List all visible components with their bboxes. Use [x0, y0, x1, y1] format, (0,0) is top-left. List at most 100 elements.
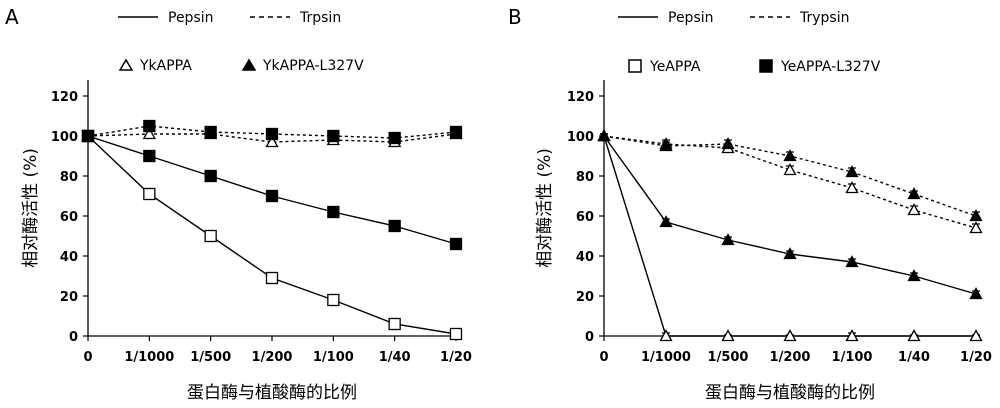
- legend-a-line-label-2: Trpsin: [299, 10, 341, 26]
- data-point: [721, 329, 735, 342]
- legend-b-line-label-2: Trypsin: [799, 10, 849, 26]
- panel-a-series: [81, 119, 463, 341]
- y-tick-label: 0: [69, 330, 78, 345]
- data-point: [969, 287, 983, 300]
- data-point: [721, 233, 735, 246]
- y-tick-label: 40: [60, 250, 78, 265]
- panel-a-letter: A: [5, 5, 19, 29]
- x-tick-label: 1/200: [252, 350, 293, 365]
- data-point: [143, 187, 156, 201]
- x-tick-label: 1/20: [960, 350, 992, 365]
- y-tick-label: 120: [567, 90, 594, 105]
- data-point: [969, 209, 983, 222]
- panel-a-x-ticks: 0 1/1000 1/500 1/200 1/100 1/40 1/20: [83, 336, 472, 365]
- panel-b-y-ticks: 0 20 40 60 80 100 120: [567, 90, 604, 345]
- data-point: [204, 229, 217, 243]
- x-tick-label: 0: [599, 350, 608, 365]
- y-tick-label: 0: [585, 330, 594, 345]
- x-tick-label: 1/200: [770, 350, 811, 365]
- data-point: [204, 125, 217, 139]
- x-tick-label: 1/1000: [124, 350, 174, 365]
- panel-a-y-axis-title: 相对酶活性 (%): [21, 148, 41, 268]
- data-point: [783, 329, 797, 342]
- data-point: [143, 149, 156, 163]
- data-point: [659, 215, 673, 228]
- data-point: [388, 131, 401, 145]
- data-point: [907, 269, 921, 282]
- y-tick-label: 80: [60, 170, 78, 185]
- y-tick-label: 100: [51, 130, 78, 145]
- series-trypsin-yeappa-l327v: [597, 129, 983, 222]
- legend-b-open-square-icon: [628, 59, 642, 73]
- legend-a-open-triangle-icon: [118, 58, 134, 71]
- legend-a-line-label-1: Pepsin: [168, 10, 214, 26]
- panel-a: A Pepsin Trpsin YkAPPA YkAPPA-L327V 0 20 4…: [5, 5, 472, 403]
- panel-b-x-axis-title: 蛋白酶与植酸酶的比例: [705, 383, 875, 403]
- data-point: [449, 327, 463, 341]
- x-tick-label: 1/20: [440, 350, 472, 365]
- data-point: [907, 187, 921, 200]
- legend-b-marker-label-1: YeAPPA: [649, 59, 701, 75]
- data-point: [265, 127, 279, 141]
- legend-b-filled-square-icon: [759, 59, 773, 73]
- series-line: [87, 135, 457, 335]
- y-tick-label: 60: [60, 210, 78, 225]
- data-point: [969, 221, 983, 234]
- panel-b-y-axis-title: 相对酶活性 (%): [535, 148, 555, 268]
- panel-b-legend: Pepsin Trypsin YeAPPA YeAPPA-L327V: [618, 10, 881, 75]
- panel-b: B Pepsin Trypsin YeAPPA YeAPPA-L327V 0 20…: [508, 5, 992, 403]
- data-point: [783, 247, 797, 260]
- x-tick-label: 1/100: [313, 350, 354, 365]
- legend-a-marker-label-2: YkAPPA-L327V: [262, 58, 364, 74]
- legend-b-marker-label-2: YeAPPA-L327V: [780, 59, 881, 75]
- y-tick-label: 20: [60, 290, 78, 305]
- data-point: [265, 135, 279, 148]
- data-point: [659, 329, 673, 342]
- panel-b-series: [597, 129, 983, 342]
- panel-a-x-axis-title: 蛋白酶与植酸酶的比例: [187, 383, 357, 403]
- data-point: [845, 165, 859, 178]
- y-tick-label: 40: [576, 250, 594, 265]
- series-pepsin-ykappa-l327v: [81, 129, 463, 251]
- y-tick-label: 120: [51, 90, 78, 105]
- data-point: [327, 293, 340, 307]
- data-point: [388, 317, 401, 331]
- x-tick-label: 1/40: [379, 350, 411, 365]
- data-point: [721, 137, 735, 150]
- data-point: [845, 329, 859, 342]
- data-point: [907, 329, 921, 342]
- data-point: [783, 149, 797, 162]
- panel-b-letter: B: [508, 5, 522, 29]
- y-tick-label: 100: [567, 130, 594, 145]
- y-tick-label: 60: [576, 210, 594, 225]
- panel-a-y-ticks: 0 20 40 60 80 100 120: [51, 90, 88, 345]
- data-point: [907, 203, 921, 216]
- y-tick-label: 20: [576, 290, 594, 305]
- data-point: [265, 271, 279, 285]
- data-point: [449, 237, 463, 251]
- legend-a-marker-label-1: YkAPPA: [139, 58, 192, 74]
- data-point: [143, 119, 156, 133]
- legend-a-filled-triangle-icon: [241, 58, 257, 71]
- series-trypsin-yeappa: [597, 129, 983, 234]
- x-tick-label: 1/500: [708, 350, 749, 365]
- data-point: [597, 129, 611, 142]
- legend-b-line-label-1: Pepsin: [668, 10, 714, 26]
- y-tick-label: 80: [576, 170, 594, 185]
- data-point: [81, 129, 95, 143]
- x-tick-label: 1/500: [190, 350, 231, 365]
- data-point: [659, 139, 673, 152]
- data-point: [265, 189, 279, 203]
- data-point: [845, 181, 859, 194]
- data-point: [969, 329, 983, 342]
- series-pepsin-yeappa: [597, 129, 983, 342]
- x-tick-label: 1/100: [832, 350, 873, 365]
- x-tick-label: 0: [83, 350, 92, 365]
- data-point: [845, 255, 859, 268]
- panel-b-x-ticks: 0 1/1000 1/500 1/200 1/100 1/40 1/20: [599, 336, 992, 365]
- series-trpsin-ykappa-l327v: [81, 119, 463, 145]
- x-tick-label: 1/40: [898, 350, 930, 365]
- data-point: [142, 127, 156, 140]
- series-pepsin-yeappa-l327v: [597, 129, 983, 300]
- x-tick-label: 1/1000: [641, 350, 691, 365]
